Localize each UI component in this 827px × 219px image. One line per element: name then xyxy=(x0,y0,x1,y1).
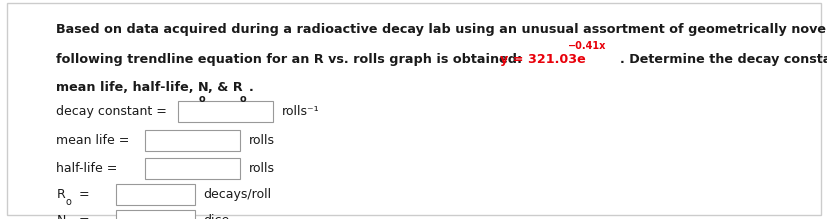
Text: dice: dice xyxy=(203,214,229,219)
Text: Based on data acquired during a radioactive decay lab using an unusual assortmen: Based on data acquired during a radioact… xyxy=(56,23,827,36)
FancyBboxPatch shape xyxy=(7,3,820,215)
Text: rolls⁻¹: rolls⁻¹ xyxy=(281,105,318,118)
Text: o: o xyxy=(240,94,246,104)
Text: o: o xyxy=(198,94,205,104)
Text: rolls: rolls xyxy=(248,162,274,175)
FancyBboxPatch shape xyxy=(145,158,240,179)
Text: −0.41x: −0.41x xyxy=(567,41,605,51)
Text: .: . xyxy=(249,81,254,94)
Text: decays/roll: decays/roll xyxy=(203,188,270,201)
FancyBboxPatch shape xyxy=(145,130,240,151)
Text: o: o xyxy=(65,197,71,207)
Text: =: = xyxy=(74,188,89,201)
Text: mean life =: mean life = xyxy=(56,134,130,147)
Text: . Determine the decay constant,: . Determine the decay constant, xyxy=(619,53,827,65)
Text: following trendline equation for an R vs. rolls graph is obtained:: following trendline equation for an R vs… xyxy=(56,53,531,65)
Text: decay constant =: decay constant = xyxy=(56,105,167,118)
Text: N: N xyxy=(56,214,65,219)
Text: y = 321.03e: y = 321.03e xyxy=(500,53,586,65)
Text: half-life =: half-life = xyxy=(56,162,117,175)
Text: =: = xyxy=(74,214,89,219)
Text: rolls: rolls xyxy=(248,134,274,147)
Text: R: R xyxy=(56,188,65,201)
FancyBboxPatch shape xyxy=(178,101,273,122)
Text: , & R: , & R xyxy=(208,81,242,94)
Text: mean life, half-life, N: mean life, half-life, N xyxy=(56,81,208,94)
FancyBboxPatch shape xyxy=(116,210,194,219)
FancyBboxPatch shape xyxy=(116,184,194,205)
